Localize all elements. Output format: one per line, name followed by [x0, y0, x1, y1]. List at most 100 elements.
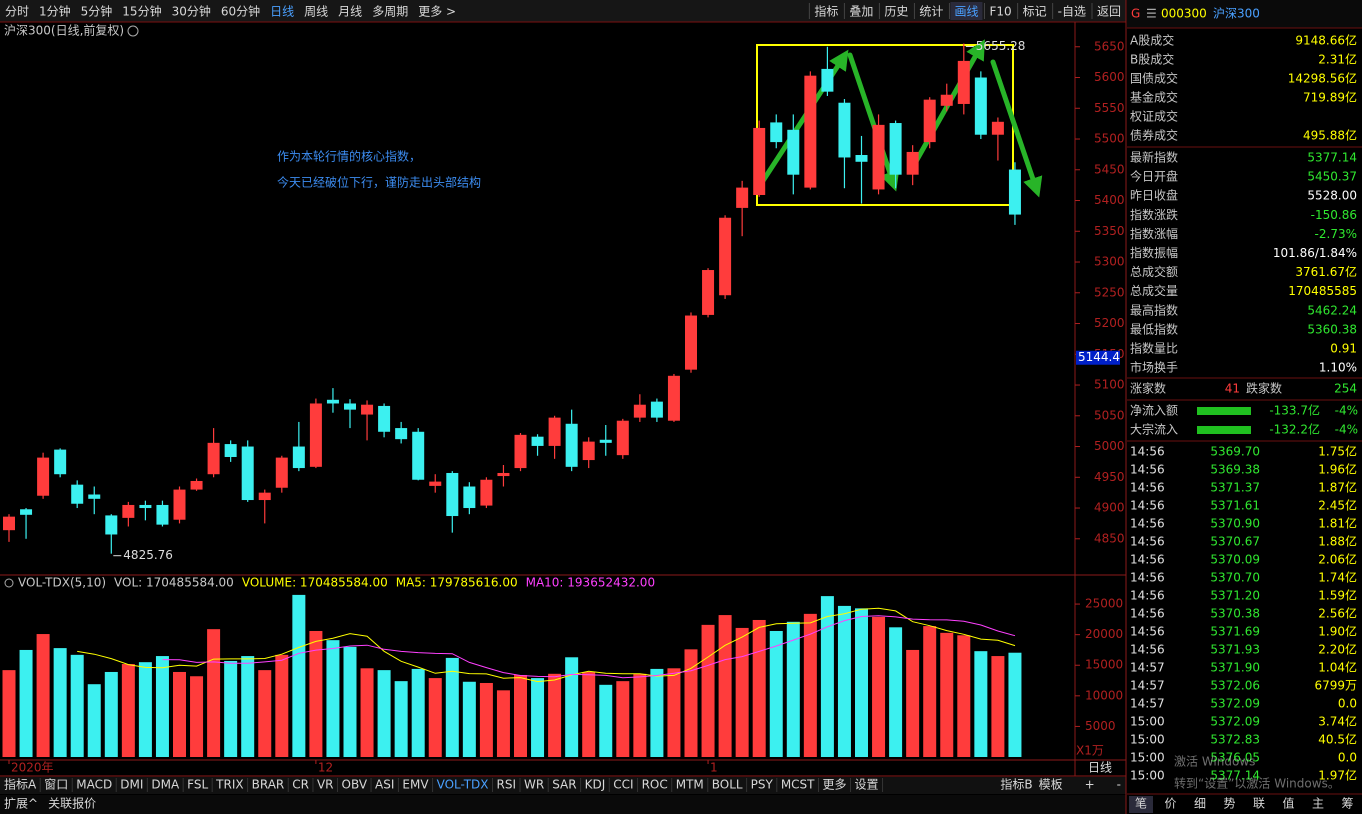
indicator-tab[interactable]: 窗口	[44, 778, 68, 792]
title-icon[interactable]	[127, 25, 139, 37]
stat-value: -132.2亿	[1269, 422, 1320, 437]
period-tab[interactable]: 5分钟	[81, 4, 113, 19]
stat-label: 跌家数	[1246, 381, 1282, 396]
quote-tab[interactable]: 值	[1282, 796, 1294, 811]
indicator-tab[interactable]: 更多	[823, 778, 847, 792]
indicator-tab[interactable]: ASI	[375, 778, 394, 792]
period-tab[interactable]: 60分钟	[221, 4, 260, 19]
indicator-tab[interactable]: SAR	[552, 778, 576, 792]
volume-bar	[548, 673, 562, 757]
tool-tab[interactable]: 画线	[954, 5, 978, 19]
tool-tab[interactable]: 返回	[1097, 5, 1121, 19]
indicator-tab[interactable]: DMI	[120, 778, 143, 792]
indicator-tab[interactable]: ROC	[642, 778, 668, 792]
period-tab[interactable]: 周线	[304, 5, 328, 19]
flow-bar	[1197, 407, 1251, 415]
period-tab[interactable]: 多周期	[372, 5, 408, 19]
tick-volume: 40.5亿	[1318, 732, 1357, 747]
indicator-tab[interactable]: TRIX	[215, 778, 243, 792]
period-tab[interactable]: 分时	[5, 5, 29, 19]
tick-volume: 1.75亿	[1318, 444, 1357, 459]
tick-volume: 2.56亿	[1318, 606, 1357, 621]
indicator-tab[interactable]: DMA	[151, 778, 180, 792]
indicator-tab[interactable]: MACD	[76, 778, 112, 792]
quote-tab[interactable]: 细	[1194, 797, 1206, 811]
arrow	[990, 59, 1043, 198]
indicator-tab[interactable]: RSI	[497, 778, 517, 792]
stat-label: 债券成交	[1130, 128, 1178, 143]
indicator-tab[interactable]: KDJ	[585, 778, 606, 792]
tick-volume: 3.74亿	[1318, 714, 1357, 729]
tick-time: 14:56	[1130, 463, 1165, 477]
indicator-tab[interactable]: 指标A	[4, 777, 37, 792]
indicator-tab[interactable]: BRAR	[252, 778, 285, 792]
tool-tab[interactable]: -自选	[1058, 5, 1086, 19]
indicator-tab[interactable]: PSY	[751, 778, 774, 792]
bottom-tab[interactable]: 扩展^	[4, 797, 38, 811]
quote-tab[interactable]: 笔	[1135, 796, 1147, 811]
tick-price: 5370.09	[1210, 553, 1260, 567]
period-tab[interactable]: 更多 >	[418, 5, 456, 19]
quote-tab[interactable]: 联	[1253, 797, 1265, 811]
candle-body	[804, 75, 817, 188]
volume-bar	[462, 681, 476, 757]
tool-tab[interactable]: F10	[989, 5, 1011, 19]
volume-bar	[207, 629, 221, 757]
tool-tab[interactable]: 指标	[814, 4, 838, 19]
candle-body	[139, 504, 152, 509]
stat-value: 5377.14	[1307, 151, 1357, 165]
indicator-tab[interactable]: +	[1085, 778, 1095, 792]
tool-tab[interactable]: 叠加	[849, 5, 873, 19]
indicator-tab[interactable]: BOLL	[712, 778, 743, 792]
volume-bar	[582, 671, 596, 757]
quote-tab[interactable]: 势	[1223, 797, 1235, 811]
stat-value: 254	[1334, 382, 1357, 396]
menu-icon[interactable]: ☰	[1146, 7, 1157, 21]
period-tab[interactable]: 30分钟	[172, 4, 211, 19]
quote-tab[interactable]: 价	[1164, 797, 1176, 811]
tick-time: 14:56	[1130, 571, 1165, 585]
volume-bar	[2, 670, 16, 757]
indicator-tab[interactable]: 设置	[855, 778, 879, 792]
indicator-tab[interactable]: CR	[292, 778, 309, 792]
indicator-tab[interactable]: 指标B	[1000, 777, 1032, 792]
period-tab[interactable]: 1分钟	[39, 4, 71, 19]
indicator-tab[interactable]: OBV	[342, 778, 368, 792]
cursor-price: 5144.4	[1078, 350, 1120, 364]
quote-tab[interactable]: 筹	[1341, 797, 1353, 811]
candle-body	[258, 492, 271, 501]
unit-label: X1万	[1076, 744, 1104, 758]
candle-body	[514, 434, 527, 469]
volume-bar	[224, 660, 238, 757]
indicator-tab[interactable]: MTM	[676, 778, 704, 792]
panel-icon[interactable]	[4, 578, 14, 588]
indicator-tab[interactable]: -	[1117, 778, 1121, 792]
quote-tab[interactable]: 主	[1312, 797, 1324, 811]
tool-tab[interactable]: 标记	[1023, 5, 1047, 19]
indicator-tab[interactable]: 模板	[1039, 778, 1063, 792]
indicator-tab[interactable]: CCI	[613, 778, 633, 792]
y-tick-label: 15000	[1085, 658, 1123, 672]
stat-value: 5360.38	[1307, 322, 1357, 336]
stat-label: B股成交	[1130, 52, 1174, 67]
indicator-tab[interactable]: VOL-TDX	[437, 778, 489, 792]
tool-tab[interactable]: 历史	[884, 5, 908, 19]
indicator-tab[interactable]: WR	[524, 778, 544, 792]
bottom-tab[interactable]: 关联报价	[48, 796, 96, 811]
period-tab[interactable]: 日线	[270, 5, 294, 19]
x-tick-label: 1	[710, 761, 718, 775]
volume-bar	[735, 627, 749, 757]
volume-bar	[718, 615, 732, 757]
volume-bar	[855, 608, 868, 757]
candle-body	[838, 102, 851, 158]
candle-body	[991, 121, 1004, 135]
indicator-tab[interactable]: EMV	[402, 778, 429, 792]
y-tick-label: 10000	[1085, 688, 1123, 702]
indicator-tab[interactable]: MCST	[781, 778, 815, 792]
indicator-tab[interactable]: VR	[317, 778, 334, 792]
tool-tab[interactable]: 统计	[919, 5, 943, 19]
y-tick-label: 25000	[1085, 597, 1123, 611]
period-tab[interactable]: 月线	[338, 5, 362, 19]
period-tab[interactable]: 15分钟	[122, 4, 161, 19]
indicator-tab[interactable]: FSL	[187, 778, 208, 792]
